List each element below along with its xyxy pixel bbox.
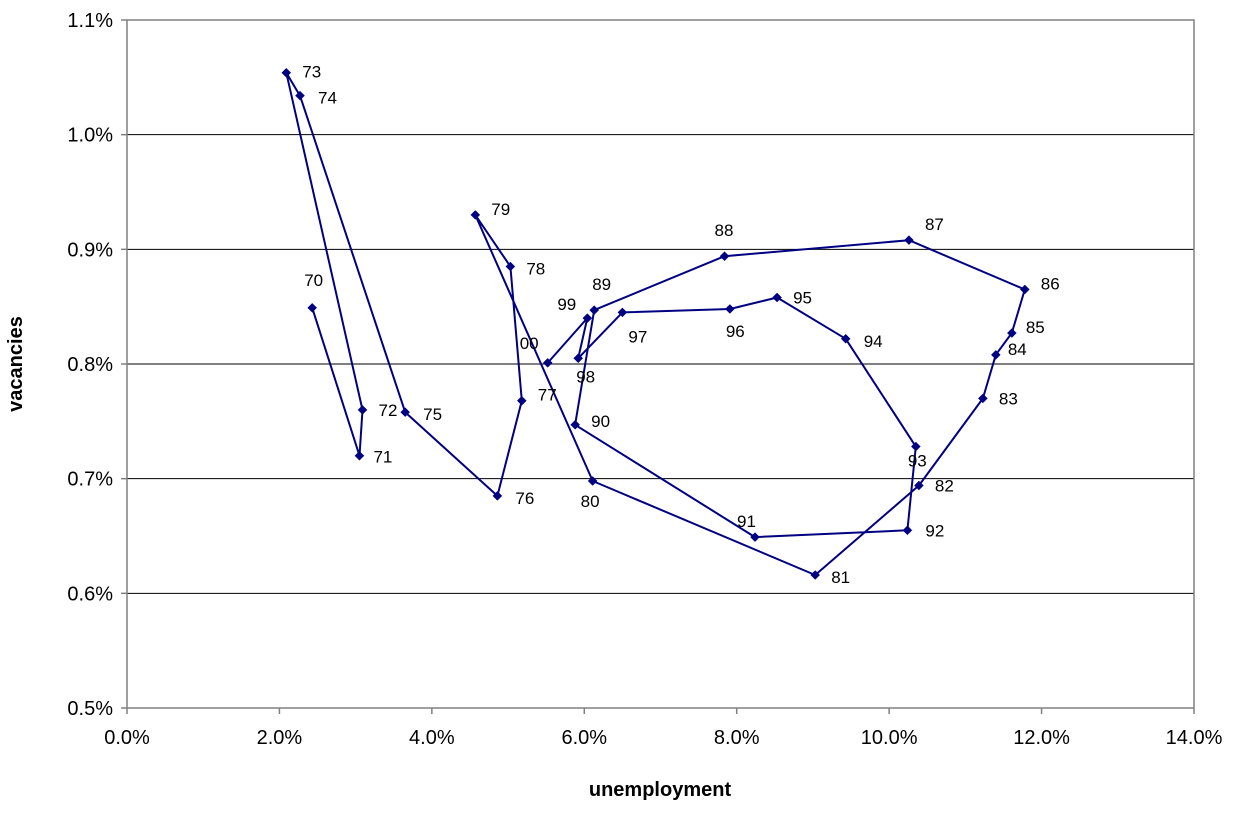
x-axis-title: unemployment <box>589 779 732 801</box>
data-point-marker <box>357 405 368 415</box>
data-label: 99 <box>557 295 576 314</box>
data-label: 95 <box>793 288 812 307</box>
data-label: 00 <box>520 334 539 353</box>
x-tick-label: 10.0% <box>861 727 918 749</box>
data-label: 87 <box>925 215 944 234</box>
y-tick-label: 0.9% <box>67 239 113 261</box>
data-label: 92 <box>925 521 944 540</box>
gridlines <box>127 134 1194 594</box>
data-point-marker <box>589 305 600 315</box>
y-tick-label: 0.8% <box>67 354 113 376</box>
data-point-marker <box>1006 328 1017 338</box>
data-label: 81 <box>831 568 850 587</box>
x-tick-label: 12.0% <box>1013 727 1070 749</box>
data-point-marker <box>725 304 735 314</box>
data-point-marker <box>570 419 580 430</box>
data-point-marker <box>295 90 305 101</box>
data-point-marker <box>617 307 628 318</box>
data-point-marker <box>810 570 821 580</box>
axis-ticks: 0.5% 0.6% 0.7% 0.8% 0.9% 1.0% 1.1% 0.0% 2.0% 4.0%… <box>67 10 1222 749</box>
data-label: 91 <box>737 512 756 531</box>
data-point-marker <box>573 353 584 364</box>
data-label: 76 <box>515 489 534 508</box>
data-label: 88 <box>715 221 734 240</box>
x-tick-label: 4.0% <box>409 727 455 749</box>
data-label: 75 <box>423 405 442 424</box>
data-label: 96 <box>726 322 745 341</box>
data-label: 71 <box>373 448 392 467</box>
data-point-marker <box>719 251 730 262</box>
data-point-marker <box>516 395 527 406</box>
y-tick-label: 0.6% <box>67 583 113 605</box>
data-label: 86 <box>1041 274 1060 293</box>
x-tick-label: 2.0% <box>257 727 303 749</box>
data-label: 84 <box>1008 340 1027 359</box>
data-point-marker <box>400 407 411 418</box>
data-label: 89 <box>592 275 611 294</box>
data-label: 83 <box>999 389 1018 408</box>
data-point-marker <box>542 357 553 368</box>
data-label: 90 <box>591 412 610 431</box>
data-label: 93 <box>908 452 927 471</box>
data-label: 97 <box>628 327 647 346</box>
data-point-marker <box>307 302 318 313</box>
data-point-marker <box>772 292 782 303</box>
data-label: 77 <box>538 386 557 405</box>
y-tick-label: 0.5% <box>67 698 113 720</box>
x-tick-label: 0.0% <box>104 727 150 749</box>
x-tick-label: 14.0% <box>1166 727 1223 749</box>
data-point-marker <box>978 393 988 404</box>
x-tick-label: 8.0% <box>714 727 760 749</box>
data-label: 78 <box>526 260 545 279</box>
data-point-marker <box>354 450 365 461</box>
data-label: 79 <box>491 200 510 219</box>
data-label: 70 <box>304 271 323 290</box>
data-point-marker <box>914 480 924 491</box>
y-tick-label: 1.0% <box>67 125 113 147</box>
data-label: 72 <box>379 401 398 420</box>
data-point-marker <box>505 261 516 272</box>
point-labels: 70 71 72 73 74 75 76 77 78 79 80 81 82 83 84 85 86 87 88 89… <box>302 63 1059 587</box>
data-label: 82 <box>935 477 954 496</box>
y-tick-label: 1.1% <box>67 10 113 32</box>
y-tick-label: 0.7% <box>67 469 113 491</box>
data-point-marker <box>910 441 921 452</box>
data-point-marker <box>587 476 598 486</box>
y-axis-title: vacancies <box>5 316 27 412</box>
data-label: 94 <box>864 332 883 351</box>
series-line-group <box>285 71 1026 576</box>
data-label: 85 <box>1026 318 1045 337</box>
data-point-marker <box>990 349 1001 360</box>
data-point-marker <box>281 67 292 78</box>
data-label: 98 <box>576 367 595 386</box>
data-points <box>281 67 1030 580</box>
data-point-marker <box>902 525 913 536</box>
data-point-marker <box>750 532 760 543</box>
series-line <box>285 71 1026 576</box>
data-point-marker <box>492 491 503 501</box>
data-point-marker <box>840 333 851 344</box>
data-point-marker <box>470 210 481 220</box>
x-tick-label: 6.0% <box>561 727 607 749</box>
data-label: 73 <box>302 63 321 82</box>
data-label: 80 <box>581 492 600 511</box>
data-point-marker <box>1019 284 1030 295</box>
data-label: 74 <box>318 89 337 108</box>
data-point-marker <box>904 235 914 246</box>
data-point-marker <box>582 313 593 323</box>
